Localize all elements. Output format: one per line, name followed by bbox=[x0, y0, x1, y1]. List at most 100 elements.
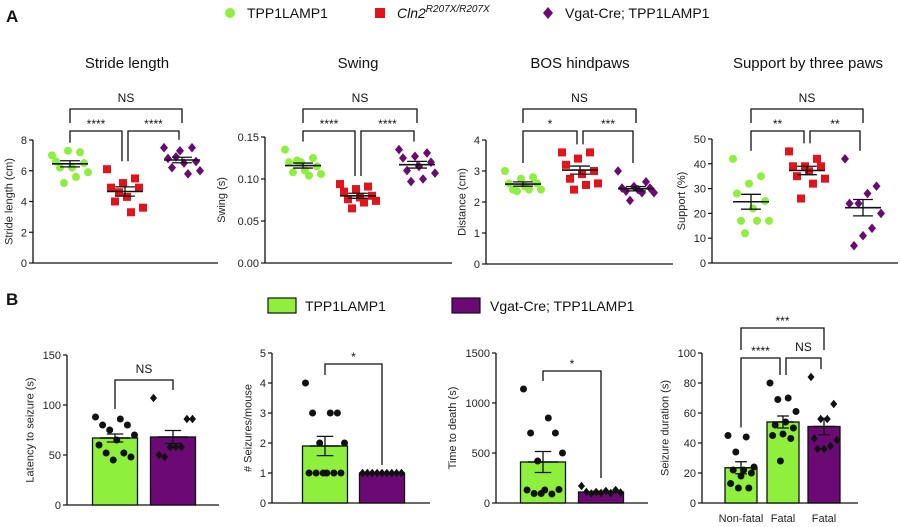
data-point bbox=[809, 179, 817, 188]
data-point bbox=[513, 187, 521, 196]
y-axis-label: Seizure duration (s) bbox=[660, 380, 672, 476]
y-tick-label: 0 bbox=[700, 258, 706, 270]
significance-label: *** bbox=[775, 314, 789, 328]
y-tick-label: 20 bbox=[694, 208, 706, 220]
data-point bbox=[527, 429, 535, 437]
group-2 bbox=[577, 481, 625, 504]
y-tick-label: 1 bbox=[474, 228, 480, 240]
data-point bbox=[566, 174, 574, 183]
legend-swatch bbox=[267, 297, 297, 314]
y-tick-label: 6 bbox=[21, 166, 27, 178]
significance-label: NS bbox=[352, 91, 369, 105]
data-point bbox=[127, 208, 135, 217]
data-point bbox=[423, 148, 431, 158]
chart-title: Support by three paws bbox=[733, 55, 883, 72]
data-point bbox=[749, 204, 757, 213]
panel-label-b: B bbox=[6, 290, 18, 309]
data-point bbox=[817, 162, 825, 171]
data-point bbox=[103, 165, 111, 174]
data-point bbox=[344, 195, 352, 204]
legend-swatch bbox=[451, 297, 481, 314]
data-point bbox=[139, 203, 147, 212]
data-point bbox=[340, 187, 348, 196]
chart-title: Swing bbox=[338, 55, 379, 72]
data-point bbox=[727, 480, 735, 487]
data-point bbox=[305, 469, 313, 477]
data-point bbox=[797, 194, 805, 203]
y-axis-label: Distance (cm) bbox=[457, 168, 469, 236]
data-point bbox=[789, 424, 797, 432]
data-point bbox=[289, 168, 297, 177]
data-point bbox=[330, 469, 338, 477]
data-point bbox=[789, 162, 797, 171]
y-tick-label: 100 bbox=[43, 400, 61, 412]
legend-a: TPP1LAMP1 Cln2R207X/R207X Vgat-Cre; TPP1LA… bbox=[225, 4, 710, 21]
data-point bbox=[570, 185, 578, 194]
data-point bbox=[356, 193, 364, 202]
data-point bbox=[102, 449, 110, 457]
y-axis-label: Support (%) bbox=[676, 172, 688, 231]
data-point bbox=[868, 223, 876, 234]
significance-bracket bbox=[542, 370, 602, 478]
significance-bracket bbox=[740, 327, 825, 350]
data-point bbox=[854, 198, 863, 209]
y-tick-label: 2 bbox=[21, 227, 27, 239]
data-point bbox=[784, 394, 792, 402]
data-point bbox=[302, 379, 309, 387]
data-point bbox=[523, 486, 531, 494]
y-axis-label: Latency to seizure (s) bbox=[25, 377, 37, 482]
data-point bbox=[166, 442, 174, 452]
data-point bbox=[92, 413, 99, 421]
chart-5: 0 50 100 150 Latency to seizure (s) NS bbox=[25, 350, 219, 512]
data-point bbox=[821, 174, 829, 183]
significance-bracket bbox=[785, 357, 822, 375]
group-1 bbox=[301, 379, 349, 504]
data-point bbox=[176, 145, 184, 156]
data-point bbox=[626, 195, 634, 206]
legend-label: Vgat-Cre; TPP1LAMP1 bbox=[490, 298, 635, 314]
y-tick-label: 0.05 bbox=[238, 216, 259, 228]
data-point bbox=[578, 481, 585, 491]
data-point bbox=[326, 409, 334, 417]
y-tick-label: 1 bbox=[260, 468, 266, 480]
y-tick-label: 80 bbox=[684, 378, 696, 390]
data-point bbox=[313, 162, 321, 171]
data-point bbox=[525, 185, 533, 194]
significance-label: ** bbox=[773, 117, 783, 131]
data-point bbox=[164, 153, 172, 164]
y-axis-label: Stride length (cm) bbox=[4, 158, 16, 245]
data-point bbox=[827, 441, 834, 451]
significance-label: **** bbox=[378, 117, 397, 131]
y-tick-label: 20 bbox=[684, 468, 696, 480]
group-1 bbox=[91, 413, 139, 506]
data-point bbox=[785, 147, 793, 156]
data-point bbox=[72, 172, 80, 181]
data-point bbox=[792, 408, 800, 415]
significance-label: NS bbox=[795, 340, 812, 354]
data-point bbox=[769, 432, 777, 439]
data-point bbox=[316, 439, 324, 447]
data-point bbox=[642, 177, 650, 187]
y-tick-label: 2 bbox=[474, 197, 480, 209]
data-point bbox=[732, 448, 740, 456]
y-tick-label: 2 bbox=[260, 438, 266, 450]
data-point bbox=[196, 165, 204, 176]
data-point bbox=[427, 157, 435, 167]
y-tick-label: 100 bbox=[678, 348, 696, 360]
data-point bbox=[309, 409, 317, 417]
data-point bbox=[537, 185, 545, 194]
significance-bracket bbox=[114, 379, 174, 409]
group-1 bbox=[501, 167, 545, 196]
significance-bracket bbox=[522, 130, 578, 163]
y-tick-label: 60 bbox=[684, 408, 696, 420]
data-point bbox=[559, 449, 566, 457]
data-point bbox=[813, 154, 821, 163]
data-point bbox=[733, 189, 741, 198]
data-point bbox=[590, 167, 598, 175]
data-point bbox=[172, 442, 180, 452]
y-tick-label: 0.10 bbox=[238, 174, 259, 186]
significance-bracket bbox=[69, 130, 123, 162]
x-tick-label: Fatal bbox=[812, 513, 836, 525]
data-point bbox=[724, 432, 732, 439]
data-point bbox=[341, 439, 348, 447]
